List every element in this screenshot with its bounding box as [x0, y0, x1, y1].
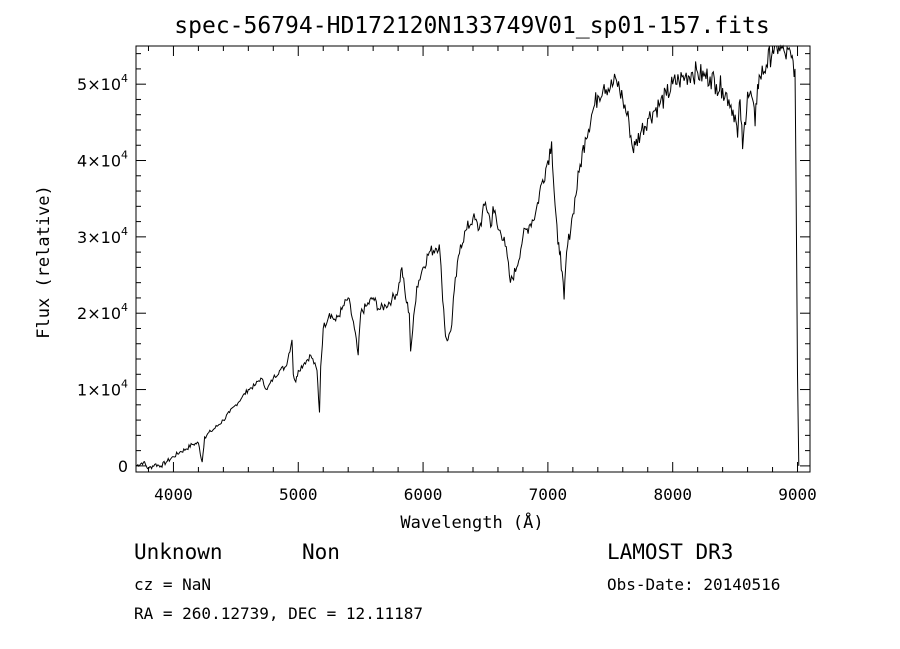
coordinates: RA = 260.12739, DEC = 12.11187 — [134, 604, 423, 623]
y-tick-label: 1×104 — [77, 378, 128, 400]
x-tick-label: 8000 — [653, 485, 692, 504]
y-axis-label: Flux (relative) — [34, 185, 54, 339]
x-tick-label: 9000 — [778, 485, 817, 504]
spectrum-series-line — [135, 44, 800, 470]
x-axis: 4000 5000 6000 7000 8000 9000 — [147, 46, 817, 504]
object-class: Non — [302, 540, 340, 564]
y-tick-label: 2×104 — [77, 301, 128, 323]
object-name: Unknown — [134, 540, 223, 564]
x-tick-label: 7000 — [529, 485, 568, 504]
observation-date: Obs-Date: 20140516 — [607, 575, 781, 594]
x-tick-label: 5000 — [279, 485, 318, 504]
y-tick-label: 0 — [118, 457, 128, 476]
y-tick-label: 5×104 — [77, 72, 128, 94]
plot-frame — [135, 45, 811, 473]
x-tick-label: 4000 — [154, 485, 193, 504]
survey-name: LAMOST DR3 — [607, 540, 734, 564]
y-axis: 0 1×104 2×104 3×104 4×104 5×104 — [77, 53, 810, 476]
redshift-cz: cz = NaN — [134, 575, 212, 594]
y-tick-label: 4×104 — [77, 149, 128, 171]
y-tick-label: 3×104 — [77, 225, 128, 247]
x-axis-label: Wavelength (Å) — [400, 511, 543, 533]
x-tick-label: 6000 — [404, 485, 443, 504]
chart-title: spec-56794-HD172120N133749V01_sp01-157.f… — [174, 13, 769, 39]
